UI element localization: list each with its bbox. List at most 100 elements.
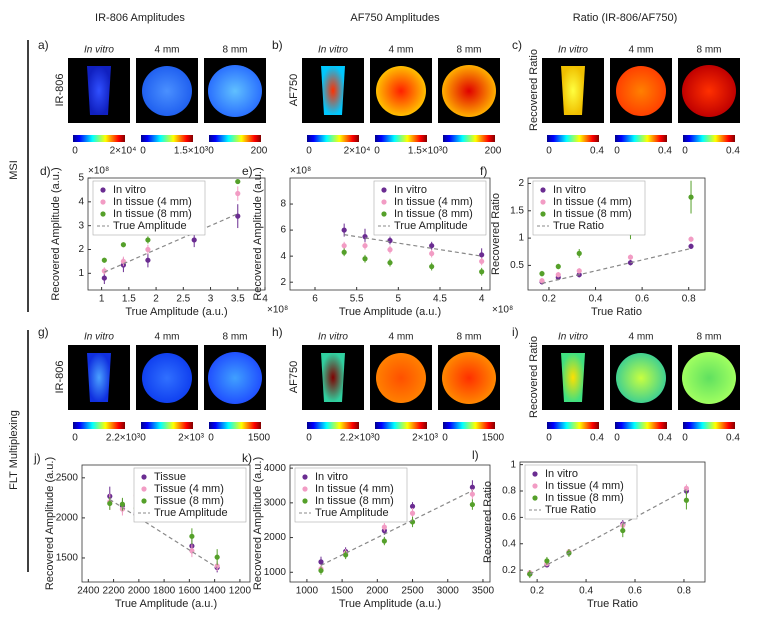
colorbar-label: 0	[306, 146, 312, 157]
image-blob	[142, 353, 192, 403]
data-point	[479, 258, 485, 264]
x-tick-label: 1200	[229, 586, 252, 597]
legend-label: In tissue (4 mm)	[553, 196, 632, 208]
x-tick-label: 1400	[204, 586, 227, 597]
data-point	[214, 563, 220, 569]
x-tick-label: 1600	[178, 586, 201, 597]
y-tick-label: 0.8	[502, 486, 516, 497]
y-tick-label: 2	[78, 244, 84, 255]
data-point	[576, 268, 582, 274]
panel-label: g)	[38, 325, 49, 339]
y-tick-label: 6	[280, 225, 286, 236]
data-point	[479, 269, 485, 275]
panel-label: k)	[242, 451, 252, 465]
y-tick-label: 1	[78, 268, 84, 279]
data-point	[469, 484, 475, 490]
image-blob	[208, 352, 262, 404]
data-point	[539, 271, 545, 277]
image-title: 4 mm	[389, 332, 414, 343]
x-tick-label: 0.8	[677, 586, 691, 597]
legend-label: In tissue (8 mm)	[545, 492, 624, 504]
colorbar	[443, 135, 495, 142]
legend-label: In tissue (8 mm)	[113, 208, 192, 220]
image-blob	[561, 353, 585, 402]
x-tick-label: 1.5	[122, 294, 136, 305]
x-tick-label: 2200	[102, 586, 125, 597]
data-point	[469, 491, 475, 497]
data-point	[479, 252, 485, 258]
legend-swatch	[540, 199, 546, 205]
legend-label: In vitro	[553, 184, 586, 196]
colorbar	[547, 422, 599, 429]
colorbar-label: 0.4	[658, 146, 672, 157]
panel-label: d)	[40, 164, 51, 178]
y-exponent: ×10⁸	[290, 166, 311, 177]
colorbar	[615, 135, 667, 142]
legend-label: In tissue (4 mm)	[545, 480, 624, 492]
legend-label: In tissue (8 mm)	[394, 208, 473, 220]
colorbar-label: 0	[442, 146, 448, 157]
panel-label: i)	[512, 325, 519, 339]
colorbar	[547, 135, 599, 142]
data-point	[688, 236, 694, 242]
true-line	[541, 247, 692, 285]
x-tick-label: 0.4	[589, 294, 603, 305]
image-blob	[87, 66, 111, 115]
legend-swatch	[141, 498, 147, 504]
data-point	[119, 501, 126, 507]
plot-area	[289, 464, 491, 583]
colorbar-label: 0	[614, 146, 620, 157]
x-axis-label: True Amplitude (a.u.)	[339, 598, 441, 610]
colorbar-label: 1500	[248, 433, 271, 444]
legend-box	[532, 180, 646, 236]
y-axis-label: Recovered Ratio	[490, 193, 502, 275]
colorbar	[141, 135, 193, 142]
data-point	[555, 272, 561, 278]
image-blob	[376, 66, 426, 116]
x-exponent: ×10⁸	[267, 305, 288, 316]
plot-area	[289, 177, 491, 291]
x-tick-label: 3.5	[231, 294, 245, 305]
x-tick-label: 3000	[437, 586, 460, 597]
y-tick-label: 4	[280, 251, 286, 262]
legend-label: True Amplitude	[113, 220, 187, 232]
data-point	[688, 243, 694, 249]
column-header: IR-806 Amplitudes	[95, 12, 185, 24]
true-line	[320, 490, 473, 566]
data-point	[101, 275, 107, 281]
image-blob	[682, 65, 736, 117]
y-tick-label: 3000	[264, 497, 287, 508]
colorbar-label: 1.5×10³	[174, 146, 209, 157]
image-title: In vitro	[84, 45, 114, 56]
x-exponent: ×10⁸	[492, 305, 513, 316]
x-tick-label: 4	[479, 294, 485, 305]
x-tick-label: 0.6	[628, 586, 642, 597]
column-header: AF750 Amplitudes	[350, 12, 440, 24]
data-point	[429, 243, 435, 249]
x-tick-label: 3500	[472, 586, 495, 597]
colorbar	[141, 422, 193, 429]
panel-label: b)	[272, 38, 283, 52]
data-point	[381, 524, 387, 530]
y-tick-label: 2000	[264, 532, 287, 543]
y-axis-label: Recovered Amplitude (a.u.)	[44, 457, 56, 590]
colorbar	[73, 135, 125, 142]
colorbar-label: 2.2×10³	[106, 433, 141, 444]
y-axis-label: Recovered Amplitude (a.u.)	[252, 167, 264, 300]
y-axis-label: Recovered Ratio	[482, 481, 494, 563]
legend-swatch	[100, 187, 106, 193]
colorbar-label: 0.4	[658, 433, 672, 444]
legend-swatch	[302, 474, 308, 480]
panel-label: j)	[33, 451, 41, 465]
legend-label: In tissue (4 mm)	[315, 483, 394, 495]
colorbar	[307, 135, 359, 142]
data-point	[387, 237, 393, 244]
y-tick-label: 0.2	[502, 565, 516, 576]
colorbar-label: 0	[140, 433, 146, 444]
legend-box	[524, 464, 638, 520]
legend-box	[294, 467, 408, 523]
y-tick-label: 3	[78, 220, 84, 231]
data-point	[683, 485, 690, 491]
y-tick-label: 1	[518, 233, 524, 244]
